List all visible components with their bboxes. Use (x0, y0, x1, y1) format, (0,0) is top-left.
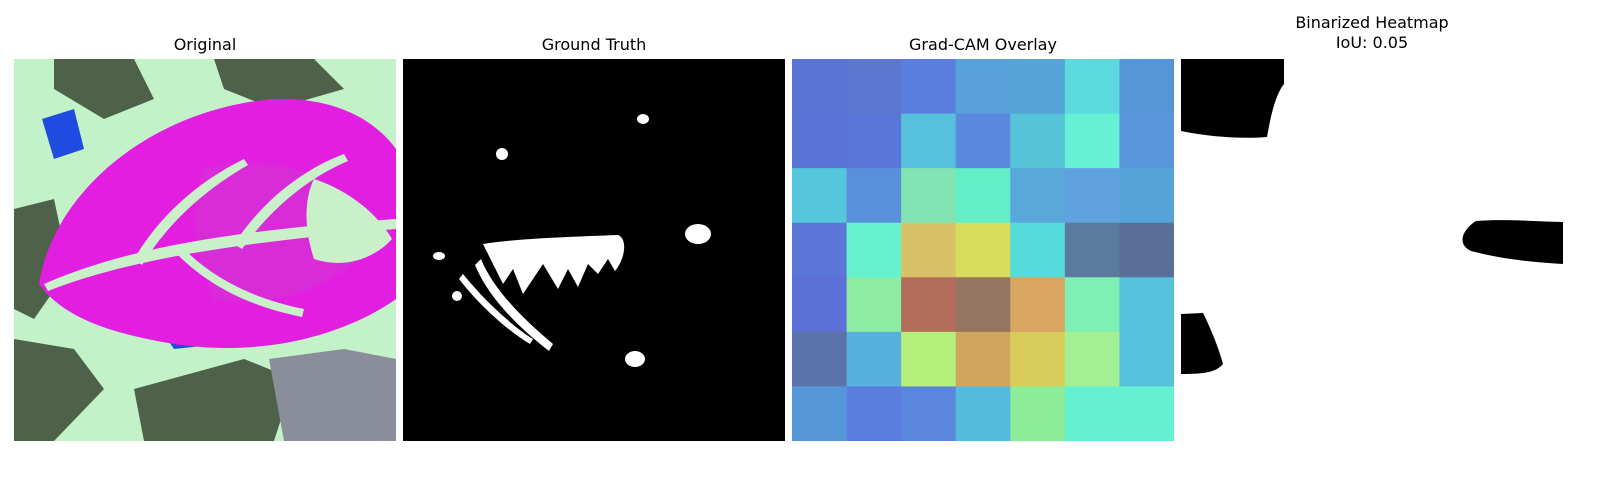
panel-ground-truth: Ground Truth (403, 0, 785, 442)
heatmap-cell (1010, 59, 1066, 115)
binarized-region-left (1181, 313, 1223, 374)
panel-gradcam-overlay: Grad-CAM Overlay (792, 0, 1174, 442)
heatmap-cell (1119, 113, 1174, 169)
background-olive-top (54, 59, 154, 119)
panel-title-gradcam: Grad-CAM Overlay (909, 35, 1057, 54)
background-olive-left (14, 199, 69, 319)
mask-region-main (483, 235, 625, 294)
heatmap-cell (1119, 386, 1174, 441)
heatmap-cell (955, 277, 1011, 333)
heatmap-cell (955, 386, 1011, 441)
heatmap-cell (901, 331, 957, 387)
background-olive-bottomleft (14, 339, 104, 441)
heatmap-cell (1119, 59, 1174, 115)
heatmap-cell (792, 222, 848, 278)
leaf-photo (14, 59, 396, 441)
binarized-mask (1181, 59, 1563, 441)
panel-binarized-heatmap: Binarized Heatmap IoU: 0.05 (1181, 0, 1563, 442)
binarized-title-line: Binarized Heatmap (1295, 13, 1449, 32)
gradcam-heatmap (792, 59, 1174, 441)
mask-blob-3 (433, 252, 445, 260)
heatmap-cell (955, 59, 1011, 115)
heatmap-cell (846, 331, 902, 387)
leaf-pale-patch (306, 179, 392, 263)
mask-blob-4 (452, 291, 462, 301)
ground-truth-mask (403, 59, 785, 441)
heatmap-cell (792, 277, 848, 333)
heatmap-cell (1064, 59, 1120, 115)
background-blue-left (42, 109, 84, 159)
heatmap-cell (955, 113, 1011, 169)
heatmap-cell (846, 386, 902, 441)
panel-title-original: Original (173, 35, 237, 54)
heatmap-cell (1010, 113, 1066, 169)
background-olive-bottom (134, 359, 294, 441)
heatmap-cell (792, 59, 848, 115)
leaf-vein-3 (178, 249, 304, 317)
heatmap-cell (1010, 277, 1066, 333)
heatmap-cell (1010, 331, 1066, 387)
heatmap-cell (846, 113, 902, 169)
heatmap-cell (901, 168, 957, 224)
heatmap-cell (846, 222, 902, 278)
heatmap-cell (955, 168, 1011, 224)
heatmap-cell (901, 386, 957, 441)
mask-region-streak (475, 259, 553, 351)
heatmap-cell (1119, 331, 1174, 387)
leaf-midrib (44, 219, 396, 291)
iou-score: IoU: 0.05 (1335, 33, 1409, 52)
gradcam-overlay (792, 59, 1174, 441)
heatmap-cell (792, 331, 848, 387)
heatmap-cell (901, 222, 957, 278)
background-olive-topright (214, 59, 344, 109)
panel-original: Original (14, 0, 396, 442)
original-image (14, 59, 396, 441)
heatmap-cell (1010, 222, 1066, 278)
binarized-region-top (1181, 59, 1284, 138)
heatmap-cell (1119, 222, 1174, 278)
binarized-region-right (1462, 220, 1563, 264)
heatmap-cell (792, 168, 848, 224)
mask-blob-5 (685, 224, 711, 244)
heatmap-cell (1064, 168, 1120, 224)
binarized-svg (1181, 59, 1563, 441)
heatmap-cell (1064, 277, 1120, 333)
leaf-vein-1 (134, 159, 248, 265)
heatmap-cell (1119, 168, 1174, 224)
heatmap-cell (1064, 113, 1120, 169)
mask-blob-6 (625, 351, 645, 367)
panel-title-ground-truth: Ground Truth (541, 35, 647, 54)
mask-blob-2 (496, 148, 508, 160)
heatmap-cell (846, 168, 902, 224)
heatmap-cell (792, 386, 848, 441)
heatmap-cell (792, 113, 848, 169)
heatmap-cell (846, 59, 902, 115)
heatmap-cell (955, 222, 1011, 278)
mask-blob-1 (637, 114, 649, 124)
background-gray (269, 349, 396, 441)
heatmap-cell (1064, 222, 1120, 278)
heatmap-cell (1064, 331, 1120, 387)
leaf-vein-2 (234, 154, 348, 249)
heatmap-cell (846, 277, 902, 333)
heatmap-cell (901, 113, 957, 169)
heatmap-cell (901, 277, 957, 333)
heatmap-cell (955, 331, 1011, 387)
panel-title-binarized: Binarized Heatmap IoU: 0.05 (1181, 13, 1563, 53)
heatmap-cell (1119, 277, 1174, 333)
heatmap-cell (901, 59, 957, 115)
ground-truth-svg (403, 59, 785, 441)
heatmap-cell (1064, 386, 1120, 441)
heatmap-cell (1010, 168, 1066, 224)
mask-region-streak-2 (459, 274, 533, 344)
heatmap-cell (1010, 386, 1066, 441)
